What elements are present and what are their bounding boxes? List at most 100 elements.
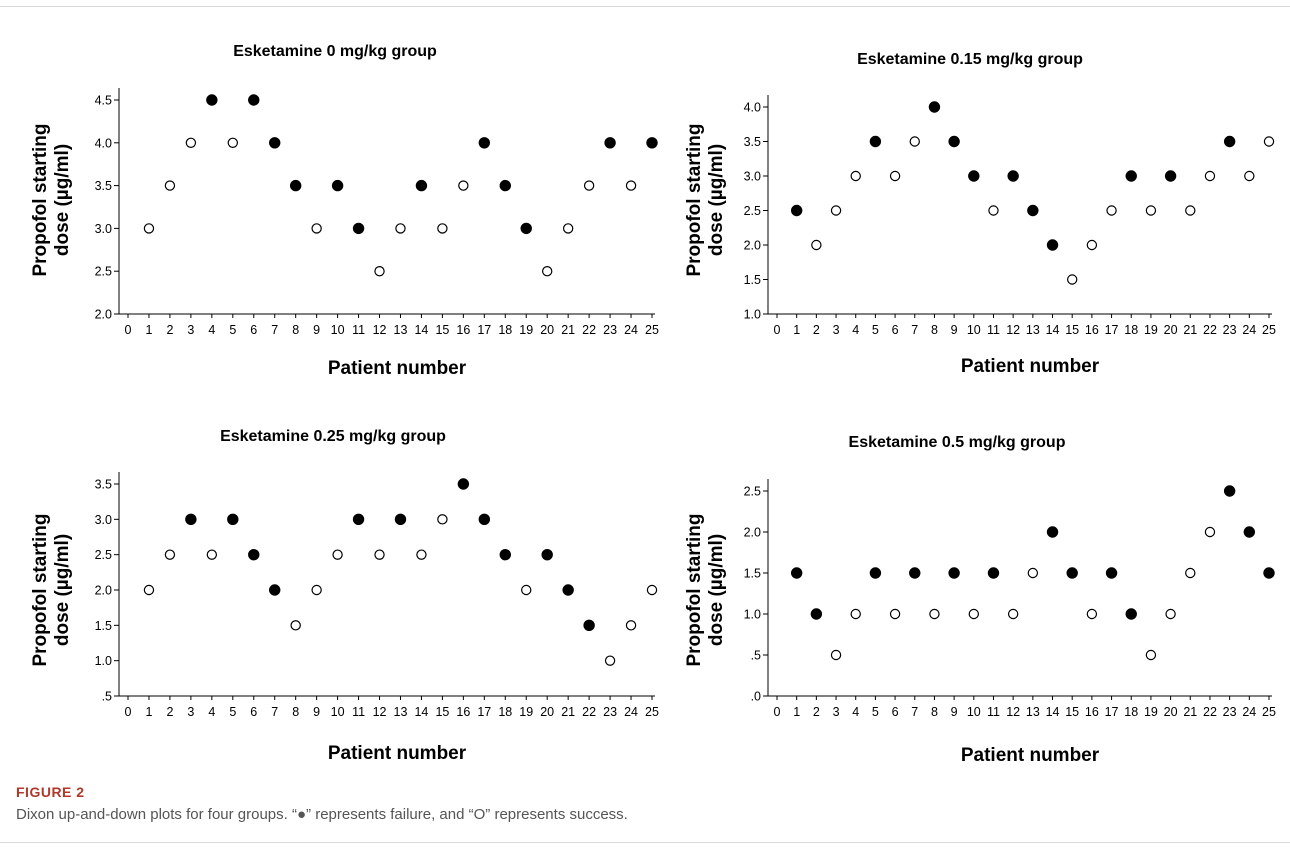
failure-point [562,584,574,596]
x-tick-label: 1 [793,323,800,337]
x-tick-label: 19 [519,705,533,719]
failure-point [1125,170,1137,182]
x-tick-label: 4 [852,705,859,719]
success-point [1263,136,1275,147]
y-axis-label: Propofol startingdose (µg/ml) [30,123,73,276]
x-tick-label: 4 [208,705,215,719]
x-tick-label: 15 [1065,323,1079,337]
x-tick-label: 7 [911,323,918,337]
failure-point [1223,485,1236,497]
success-point [1086,239,1098,251]
x-tick-label: 17 [1105,705,1119,719]
x-tick-label: 9 [313,323,320,337]
success-point [909,136,920,147]
y-axis-label-line: dose (µg/ml) [52,534,73,646]
x-tick-label: 2 [813,705,820,719]
success-point [164,180,176,191]
x-tick-label: 9 [951,323,958,337]
x-tick-label: 23 [603,705,617,719]
y-tick-label: 2.0 [95,584,112,598]
success-point [206,549,218,560]
success-point [374,266,385,277]
failure-point [206,94,218,106]
x-tick-label: 11 [352,323,365,337]
x-tick-label: 12 [1006,705,1020,719]
x-tick-label: 16 [456,705,470,719]
success-point [850,608,861,620]
x-tick-label: 13 [394,323,408,337]
x-tick-label: 21 [1183,705,1197,719]
x-tick-label: 22 [582,705,596,719]
success-point [1066,274,1078,285]
failure-point [248,548,260,561]
x-tick-label: 7 [911,705,918,719]
failure-point [185,513,197,526]
success-point [850,170,861,182]
x-tick-label: 24 [1242,323,1256,337]
failure-point [520,222,532,235]
failure-point [869,567,882,579]
y-axis-label-line: Propofol starting [30,513,51,666]
x-tick-label: 19 [519,323,533,337]
success-point [604,655,616,666]
figure-caption-text: Dixon up-and-down plots for four groups.… [16,806,628,823]
x-tick-label: 14 [1046,705,1060,719]
success-point [437,223,448,234]
success-point [143,223,155,234]
failure-point [248,94,260,106]
success-point [1106,205,1117,216]
y-tick-label: 3.5 [95,179,112,193]
x-tick-label: 9 [313,705,320,719]
x-tick-label: 12 [373,705,387,719]
y-tick-label: .5 [751,649,761,663]
x-tick-label: 17 [477,323,491,337]
x-tick-label: 3 [833,323,840,337]
x-axis-label: Patient number [961,356,1100,377]
x-tick-label: 22 [1203,323,1217,337]
x-tick-label: 14 [414,323,428,337]
chart-panel-2: Esketamine 0.15 mg/kg group 1.0 1.5 2.0 2.5 3… [684,51,1276,377]
x-tick-label: 10 [967,323,981,337]
x-tick-label: 13 [1026,705,1040,719]
success-point [811,239,822,251]
failure-point [1027,204,1039,217]
failure-point [499,179,511,192]
y-tick-label: 4.0 [95,136,112,150]
success-point [646,584,658,596]
success-point [1204,526,1216,538]
x-tick-label: 20 [540,323,554,337]
failure-point [948,567,960,579]
y-tick-label: .0 [751,690,761,704]
failure-point [499,548,511,561]
success-point [1204,170,1216,182]
success-point [395,223,406,234]
success-point [542,266,553,277]
x-tick-label: 1 [793,705,800,719]
x-tick-label: 17 [1105,323,1119,337]
x-tick-label: 23 [1223,705,1237,719]
y-tick-label: 2.5 [744,204,761,218]
success-point [521,584,532,596]
x-tick-label: 16 [1085,323,1099,337]
x-tick-label: 20 [1164,705,1178,719]
x-tick-label: 15 [435,705,449,719]
x-tick-label: 5 [872,705,879,719]
x-tick-label: 23 [1223,323,1237,337]
success-point [311,223,322,234]
y-tick-label: 2.5 [95,548,112,562]
success-point [227,137,238,148]
failure-point [1046,526,1059,538]
y-tick-label: 1.0 [744,608,761,622]
success-point [830,205,842,216]
success-point [290,620,301,631]
failure-point [1046,239,1059,251]
x-tick-label: 19 [1144,323,1158,337]
x-tick-label: 19 [1144,705,1158,719]
failure-point [948,135,960,148]
y-tick-label: 4.5 [95,94,112,108]
figure-label: FIGURE 2 [16,784,85,800]
failure-point [1243,526,1256,538]
chart-panel-1: Esketamine 0 mg/kg group 2.0 2.5 3.0 3.5 4.0 4… [30,43,659,379]
x-tick-label: 22 [582,323,596,337]
x-tick-label: 22 [1203,705,1217,719]
